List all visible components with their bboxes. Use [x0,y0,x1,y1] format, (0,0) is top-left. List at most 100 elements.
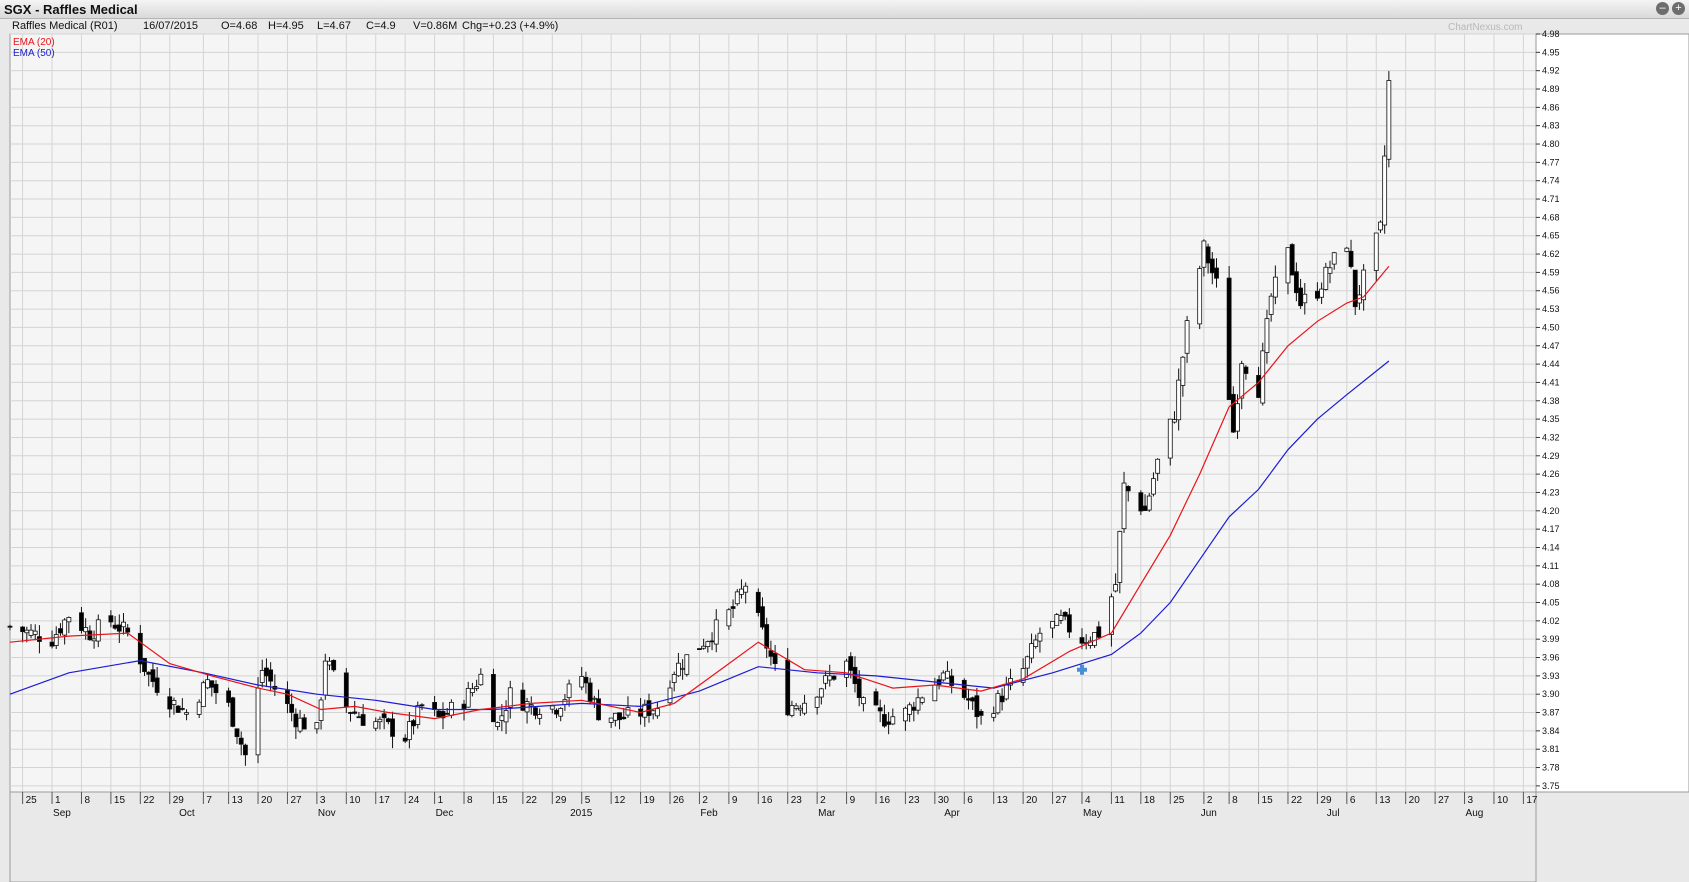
candle-body [209,680,215,688]
y-tick-label: 4.47 [1542,341,1560,351]
candle-body [415,705,421,725]
candle-body [596,698,601,721]
y-tick-label: 3.96 [1542,653,1560,663]
candle-body [877,707,883,712]
candle-body [1176,379,1182,421]
candle-body [402,737,408,742]
candle-body [1319,288,1325,298]
candle-body [667,687,673,704]
candle-body [1373,232,1379,271]
candle [20,626,26,643]
candle-body [1327,267,1333,274]
candle-body [205,679,210,689]
x-tick-label: 29 [555,795,567,806]
candle [654,702,660,719]
x-tick-label: 24 [408,795,420,806]
x-tick-label: 20 [1026,795,1038,806]
y-tick-label: 4.05 [1542,598,1560,608]
y-tick-label: 4.23 [1542,487,1560,497]
x-tick-label: 23 [791,795,803,806]
x-tick-label: 29 [173,795,185,806]
candle [259,659,265,688]
minimize-button[interactable]: – [1656,2,1669,15]
event-marker-icon[interactable] [1076,664,1087,675]
candle-body [137,632,143,665]
candle-body [171,700,177,705]
candle [196,699,202,719]
candle [495,721,501,731]
candle [995,690,1001,715]
candle-body [259,670,265,683]
candle [1319,282,1325,304]
candle-body [377,718,383,723]
candle-body [625,707,631,716]
candle [1054,613,1060,626]
x-tick-label: 2 [820,795,826,806]
candle [528,696,534,715]
candle-body [1197,268,1203,325]
x-tick-label: 3 [320,795,326,806]
candle-body [1344,247,1350,252]
candle [697,648,702,650]
y-tick-label: 4.53 [1542,304,1560,314]
x-tick-label: 30 [938,795,950,806]
month-label: May [1083,808,1102,819]
candle [583,671,589,694]
candle [730,599,736,618]
candle [814,696,820,715]
x-tick-label: 29 [1320,795,1332,806]
y-tick-label: 3.93 [1542,671,1560,681]
maximize-button[interactable]: + [1672,2,1685,15]
month-label: Aug [1466,808,1484,819]
candle-body [1121,482,1127,530]
candle-body [1382,155,1388,226]
y-tick-label: 4.26 [1542,469,1560,479]
candle [1352,269,1358,316]
candle-body [1033,639,1039,648]
y-tick-label: 4.68 [1542,212,1560,222]
candle [491,668,496,723]
candle-body [289,703,295,713]
candle-body [1054,614,1060,626]
candle-body [390,718,395,737]
candle-body [373,721,379,729]
candle-body [831,675,837,680]
candle-body [179,708,185,710]
candle [1289,243,1295,276]
candle [617,712,622,730]
candle-body [1293,271,1299,294]
y-tick-label: 4.98 [1542,29,1560,39]
y-tick-label: 4.20 [1542,506,1560,516]
candle [1180,355,1186,397]
candle-body [1209,258,1215,274]
candle-body [230,697,236,727]
candle [1117,530,1123,594]
candle [1373,232,1379,281]
y-tick-label: 4.29 [1542,451,1560,461]
candle [520,682,526,712]
candle-body [528,704,534,707]
candle-body [1239,363,1245,399]
candle [470,682,475,697]
candle [32,624,38,641]
candle-body [882,714,887,727]
x-tick-label: 1 [55,795,61,806]
candle-body [49,641,55,647]
candle-body [1029,643,1034,659]
x-tick-label: 18 [1144,795,1156,806]
candle-body [1289,244,1295,276]
candle-body [184,712,189,715]
y-tick-label: 4.65 [1542,231,1560,241]
candle [755,588,761,617]
candle [301,713,307,730]
x-tick-label: 11 [1114,795,1125,806]
candle-body [461,703,467,709]
candle-body [1235,403,1240,432]
candle [230,696,236,728]
close-value: C=4.9 [366,20,396,32]
candle [974,687,980,729]
candle-body [1125,486,1131,492]
y-tick-label: 4.32 [1542,432,1560,442]
candle-body [1352,269,1358,308]
